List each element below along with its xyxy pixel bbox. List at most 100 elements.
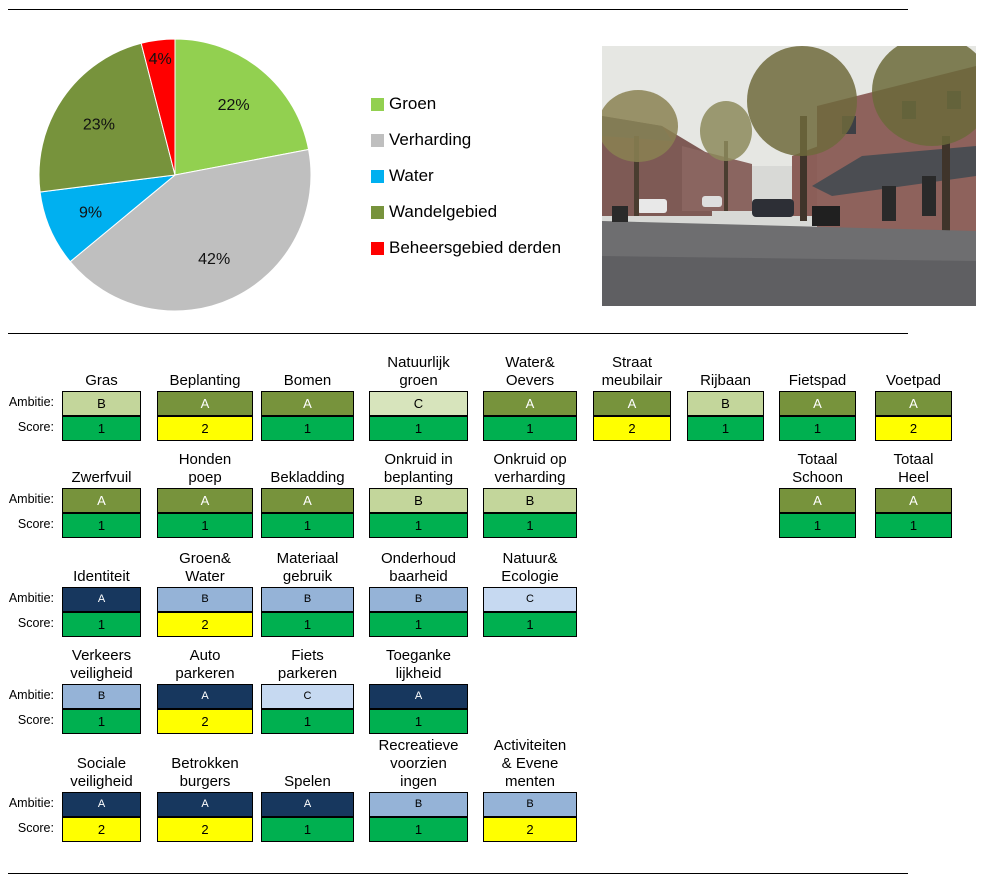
criterion-label: Auto parkeren [175, 647, 235, 682]
score-cell: 2 [157, 612, 253, 637]
score-cell: 1 [369, 709, 468, 734]
legend-label: Beheersgebied derden [389, 238, 562, 257]
criterion-label: Sociale veiligheid [70, 755, 133, 790]
score-cell: 1 [261, 513, 354, 538]
ambitie-cell: B [369, 488, 468, 513]
ambitie-cell: B [261, 587, 354, 612]
criterion-label: Natuur& Ecologie [501, 550, 559, 585]
pie-data-label: 23% [83, 116, 115, 133]
ambitie-cell: A [62, 488, 141, 513]
ambitie-cell: B [62, 391, 141, 416]
ambitie-cell: B [687, 391, 764, 416]
criterion-label: Onderhoud baarheid [380, 550, 457, 585]
criterion-label: Bekladding [270, 469, 345, 486]
criterion-label: Water& Oevers [505, 354, 555, 389]
criterion-label: Rijbaan [700, 372, 751, 389]
middle-divider [8, 333, 908, 334]
ambitie-row-label: Ambitie: [8, 492, 54, 506]
ambitie-cell: B [62, 684, 141, 709]
street-photo-image [602, 46, 976, 306]
ambitie-cell: A [157, 391, 253, 416]
criterion-label: Toeganke lijkheid [385, 647, 452, 682]
score-cell: 1 [261, 416, 354, 441]
criterion-label: Verkeers veiligheid [70, 647, 133, 682]
ambitie-cell: A [261, 792, 354, 817]
criterion-label: Gras [85, 372, 118, 389]
pie-data-label: 42% [198, 251, 230, 268]
ambitie-cell: A [157, 684, 253, 709]
ambitie-cell: A [875, 488, 952, 513]
criterion-label: Natuurlijk groen [387, 354, 450, 389]
legend-swatch [371, 205, 384, 219]
pie-slice-wandelgebied [38, 42, 176, 193]
score-row-label: Score: [17, 821, 54, 835]
ambitie-cell: A [261, 488, 354, 513]
ambitie-cell: B [483, 792, 577, 817]
ambitie-row-label: Ambitie: [8, 591, 54, 605]
criterion-label: Voetpad [885, 372, 942, 389]
legend-swatch [371, 241, 384, 255]
ambitie-cell: A [369, 684, 468, 709]
score-cell: 1 [483, 513, 577, 538]
ambitie-cell: A [593, 391, 671, 416]
ambitie-cell: A [157, 488, 253, 513]
score-cell: 1 [875, 513, 952, 538]
criterion-label: Bomen [283, 372, 332, 389]
criterion-label: Fietspad [788, 372, 847, 389]
ambitie-cell: A [261, 391, 354, 416]
criterion-label: Totaal Heel [893, 451, 934, 486]
ambitie-cell: B [483, 488, 577, 513]
legend-item: Water [371, 158, 591, 194]
criterion-label: Identiteit [73, 568, 130, 585]
ambitie-cell: B [157, 587, 253, 612]
criterion-label: Onkruid in beplanting [383, 451, 454, 486]
score-cell: 2 [483, 817, 577, 842]
ambitie-cell: A [62, 792, 141, 817]
pie-slice-verharding [69, 148, 312, 312]
score-cell: 1 [483, 416, 577, 441]
ambitie-cell: C [369, 391, 468, 416]
ambitie-cell: A [779, 391, 856, 416]
criterion-label: Betrokken burgers [171, 755, 239, 790]
legend-label: Wandelgebied [389, 202, 498, 221]
legend-item: Wandelgebied [371, 194, 591, 230]
criterion-label: Straat meubilair [601, 354, 663, 389]
ambitie-cell: A [483, 391, 577, 416]
score-cell: 1 [62, 709, 141, 734]
ambitie-cell: B [369, 792, 468, 817]
score-cell: 1 [369, 817, 468, 842]
score-cell: 1 [687, 416, 764, 441]
criterion-label: Materiaal gebruik [276, 550, 339, 585]
ambitie-row-label: Ambitie: [8, 395, 54, 409]
score-cell: 1 [62, 416, 141, 441]
score-cell: 1 [779, 416, 856, 441]
ambitie-cell: C [483, 587, 577, 612]
criterion-label: Groen& Water [179, 550, 231, 585]
score-row-label: Score: [17, 616, 54, 630]
legend-item: Verharding [371, 122, 591, 158]
score-cell: 2 [157, 817, 253, 842]
score-cell: 1 [483, 612, 577, 637]
score-cell: 1 [261, 612, 354, 637]
score-row-label: Score: [17, 713, 54, 727]
score-cell: 1 [779, 513, 856, 538]
legend-label: Groen [389, 94, 437, 113]
pie-legend: Groen Verharding Water Wandelgebied Beheersg… [371, 86, 591, 266]
pie-chart: 22% 42% 9% 23% 4% [38, 38, 312, 312]
criterion-label: Spelen [284, 773, 331, 790]
score-cell: 1 [369, 416, 468, 441]
score-cell: 2 [62, 817, 141, 842]
street-photo [602, 46, 976, 306]
criterion-label: Honden poep [178, 451, 232, 486]
score-row-label: Score: [17, 517, 54, 531]
criterion-label: Zwerfvuil [71, 469, 132, 486]
legend-swatch [371, 133, 384, 147]
top-divider [8, 9, 908, 10]
legend-label: Verharding [389, 130, 472, 149]
ambitie-cell: A [157, 792, 253, 817]
criterion-label: Recreatieve voorzien ingen [378, 737, 459, 790]
criterion-label: Onkruid op verharding [493, 451, 567, 486]
ambitie-row-label: Ambitie: [8, 796, 54, 810]
ambitie-cell: C [261, 684, 354, 709]
pie-data-label: 9% [79, 205, 102, 222]
